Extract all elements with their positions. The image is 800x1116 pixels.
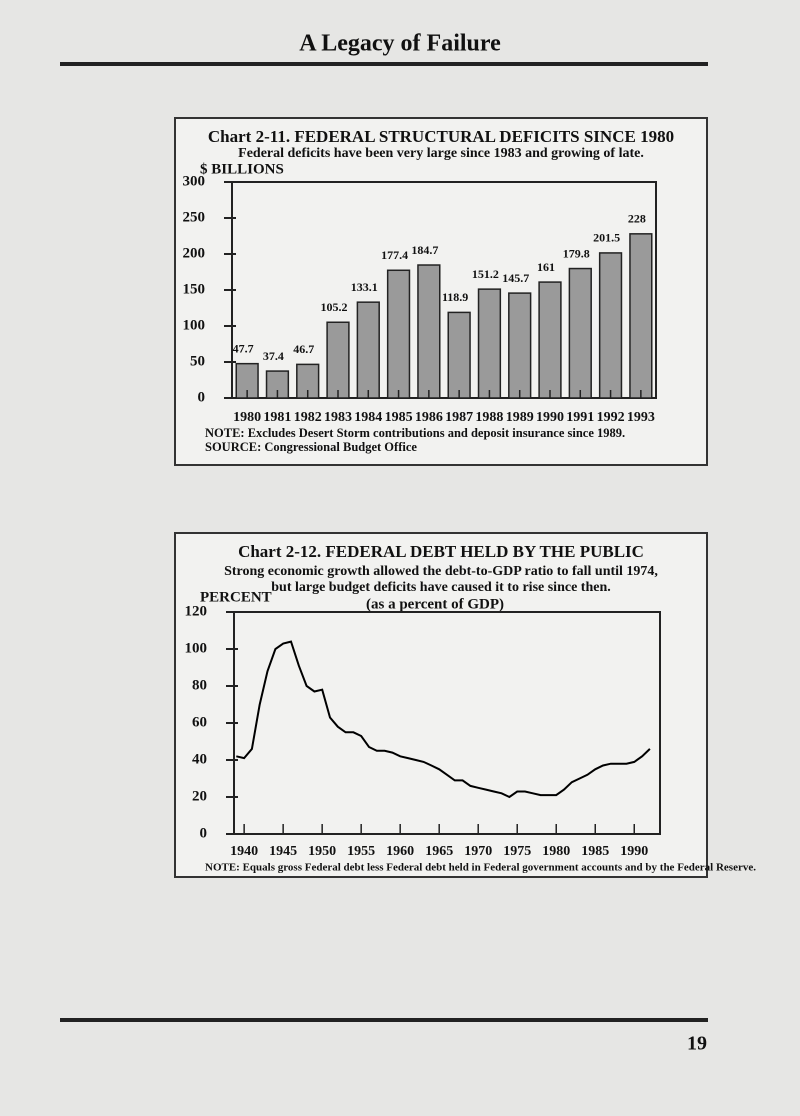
x-tick-label: 1987 — [445, 410, 473, 425]
x-tick-label: 1983 — [324, 410, 352, 425]
x-tick-label: 1990 — [620, 844, 648, 859]
value-label: 184.7 — [411, 243, 438, 257]
x-tick-label: 1984 — [354, 410, 382, 425]
y-tick-label: 300 — [183, 173, 206, 189]
x-tick-label: 1989 — [506, 410, 534, 425]
x-tick-label: 1965 — [425, 844, 453, 859]
y-tick-label: 0 — [198, 389, 206, 405]
chart-title: Chart 2-11. FEDERAL STRUCTURAL DEFICITS … — [208, 127, 674, 146]
x-tick-label: 1940 — [230, 844, 258, 859]
x-tick-label: 1991 — [566, 410, 594, 425]
x-tick-label: 1980 — [542, 844, 570, 859]
y-tick-label: 200 — [183, 245, 206, 261]
y-tick-label: 0 — [200, 825, 208, 841]
x-tick-label: 1988 — [475, 410, 503, 425]
bar — [356, 301, 380, 399]
bar — [508, 292, 532, 399]
y-tick-label: 100 — [183, 317, 206, 333]
value-label: 145.7 — [502, 271, 529, 285]
x-tick-label: 1990 — [536, 410, 564, 425]
y-tick-label: 100 — [185, 640, 208, 656]
bar — [477, 288, 502, 399]
y-axis-label: $ BILLIONS — [200, 161, 284, 177]
x-tick-label: 1945 — [269, 844, 297, 859]
bar — [326, 321, 350, 399]
value-label: 161 — [537, 260, 555, 274]
y-tick-label: 60 — [192, 714, 207, 730]
y-tick-label: 50 — [190, 353, 205, 369]
bar — [417, 264, 441, 399]
debt-line — [236, 640, 651, 799]
annotation: (as a percent of GDP) — [366, 596, 504, 612]
header-rule — [60, 62, 708, 66]
x-tick-label: 1970 — [464, 844, 492, 859]
y-tick-label: 150 — [183, 281, 206, 297]
y-tick-label: 20 — [192, 788, 207, 804]
x-tick-label: 1985 — [581, 844, 609, 859]
y-tick-label: 250 — [183, 209, 206, 225]
footer-rule — [60, 1018, 708, 1022]
x-tick-label: 1980 — [233, 410, 261, 425]
x-tick-label: 1975 — [503, 844, 531, 859]
x-tick-label: 1950 — [308, 844, 336, 859]
bar — [386, 269, 411, 399]
y-tick-label: 40 — [192, 751, 207, 767]
bar — [538, 281, 562, 399]
page-number: 19 — [687, 1033, 707, 1055]
value-label: 37.4 — [263, 349, 284, 363]
value-label: 201.5 — [593, 231, 620, 245]
chart-subtitle: Strong economic growth allowed the debt-… — [224, 564, 658, 579]
value-label: 133.1 — [351, 280, 378, 294]
y-axis-label: PERCENT — [200, 589, 272, 605]
x-tick-label: 1992 — [597, 410, 625, 425]
chart-subtitle: Federal deficits have been very large si… — [238, 146, 644, 161]
chart-title: Chart 2-12. FEDERAL DEBT HELD BY THE PUB… — [238, 542, 644, 561]
value-label: 105.2 — [321, 300, 348, 314]
x-tick-label: 1993 — [627, 410, 655, 425]
chart-note: NOTE: Excludes Desert Storm contribution… — [205, 426, 625, 440]
chart-note: SOURCE: Congressional Budget Office — [205, 440, 417, 454]
value-label: 118.9 — [442, 290, 468, 304]
value-label: 151.2 — [472, 267, 499, 281]
x-tick-label: 1986 — [415, 410, 443, 425]
x-tick-label: 1981 — [263, 410, 291, 425]
value-label: 177.4 — [381, 248, 408, 262]
bar — [568, 267, 592, 399]
x-tick-label: 1985 — [385, 410, 413, 425]
x-tick-label: 1955 — [347, 844, 375, 859]
chart-box — [174, 532, 708, 878]
page-header: A Legacy of Failure — [299, 31, 501, 57]
value-label: 47.7 — [233, 341, 254, 355]
chart-note: NOTE: Equals gross Federal debt less Fed… — [205, 862, 756, 874]
value-label: 179.8 — [563, 246, 590, 260]
value-label: 46.7 — [293, 342, 314, 356]
bar — [447, 311, 471, 399]
x-tick-label: 1982 — [294, 410, 322, 425]
chart-subtitle: but large budget deficits have caused it… — [271, 580, 610, 595]
y-tick-label: 80 — [192, 677, 207, 693]
y-tick-label: 120 — [185, 603, 208, 619]
x-tick-label: 1960 — [386, 844, 414, 859]
bar — [598, 252, 623, 399]
bar — [629, 233, 653, 399]
value-label: 228 — [628, 212, 646, 226]
